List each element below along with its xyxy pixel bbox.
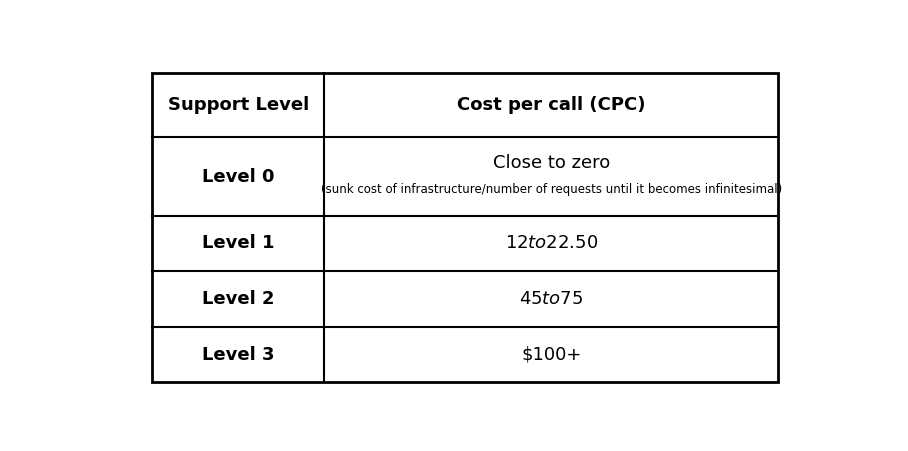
Text: $45 to $75: $45 to $75 — [519, 290, 584, 308]
Bar — [153, 73, 778, 382]
Text: Level 3: Level 3 — [202, 345, 274, 364]
Text: Level 2: Level 2 — [202, 290, 274, 308]
Text: Level 0: Level 0 — [202, 167, 274, 185]
Text: Close to zero: Close to zero — [493, 154, 610, 172]
Text: $12 to $22.50: $12 to $22.50 — [505, 235, 598, 253]
Text: $100+: $100+ — [521, 345, 582, 364]
Text: Cost per call (CPC): Cost per call (CPC) — [458, 97, 646, 115]
Text: Level 1: Level 1 — [202, 235, 274, 253]
Text: Support Level: Support Level — [168, 97, 309, 115]
Text: (sunk cost of infrastructure/number of requests until it becomes infinitesimal): (sunk cost of infrastructure/number of r… — [321, 183, 782, 196]
